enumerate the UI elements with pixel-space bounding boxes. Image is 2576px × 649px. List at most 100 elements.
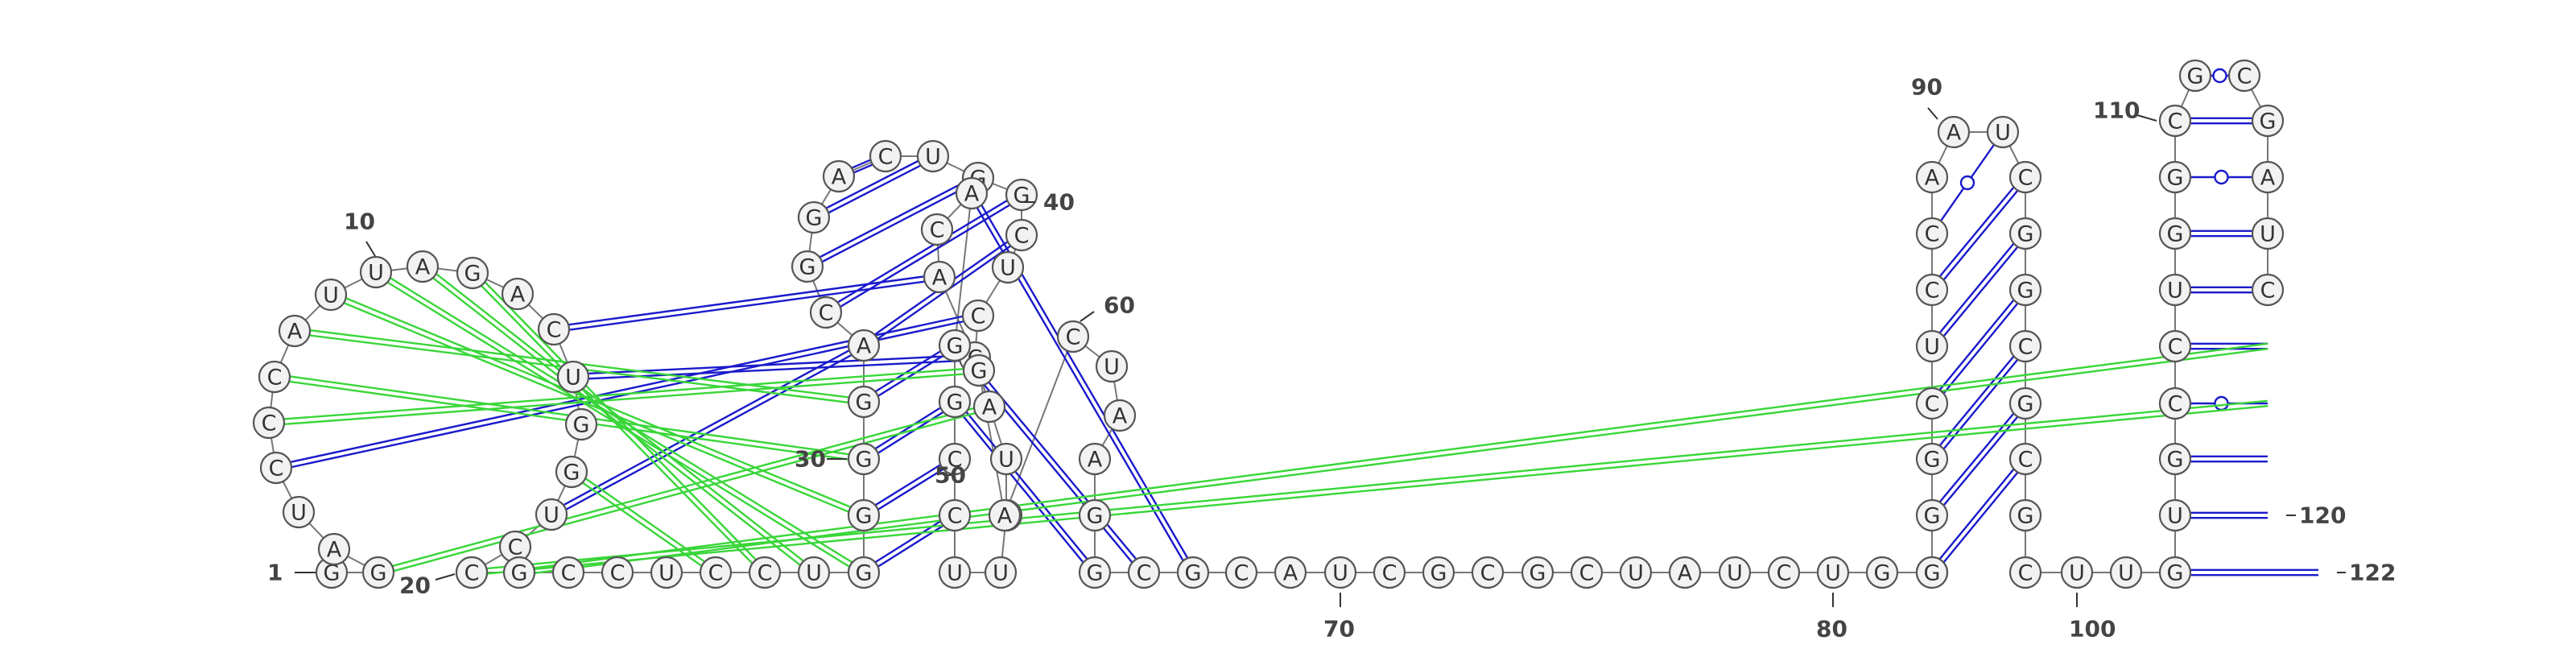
nucleotide: G <box>2010 500 2041 531</box>
nucleotide: C <box>553 557 584 588</box>
nucleotide: G <box>2252 105 2283 136</box>
nucleotide-letter: C <box>1777 561 1792 586</box>
nucleotide-letter: U <box>1727 561 1743 586</box>
nucleotide: G <box>2160 557 2190 588</box>
nucleotide-letter: U <box>2167 279 2183 304</box>
position-label: 122 <box>2349 560 2396 586</box>
nucleotide-letter: G <box>1087 561 1104 586</box>
nucleotide: G <box>566 409 597 440</box>
nucleotide: G <box>2160 444 2190 474</box>
nucleotide-letter: C <box>1014 224 1030 249</box>
nucleotide-letter: C <box>878 145 894 170</box>
nucleotide-letter: C <box>2168 335 2183 360</box>
nucleotide: C <box>2160 331 2190 362</box>
nucleotide: U <box>991 444 1022 474</box>
nucleotide-letter: U <box>1104 355 1120 380</box>
nucleotide: U <box>361 257 391 287</box>
nucleotide: A <box>2252 162 2283 192</box>
nucleotide: C <box>749 557 780 588</box>
canonical-pair <box>828 197 1023 315</box>
nucleotide-letter: G <box>947 391 964 415</box>
position-label: 40 <box>1043 189 1075 216</box>
nucleotide: C <box>539 314 569 345</box>
nucleotide: G <box>504 557 535 588</box>
nucleotide-letter: C <box>610 561 625 586</box>
nucleotide: G <box>1867 557 1897 588</box>
backbone-segment <box>1005 337 1073 515</box>
nucleotide-letter: G <box>573 413 590 438</box>
nucleotide-letter: U <box>925 145 941 170</box>
nucleotide: C <box>1374 557 1405 588</box>
nucleotide-letter: A <box>932 266 947 291</box>
nucleotide-letter: G <box>2167 222 2184 247</box>
nucleotide-letter: A <box>1113 404 1128 429</box>
nucleotide: U <box>558 362 588 392</box>
nucleotide: G <box>1522 557 1553 588</box>
nucleotide-letter: C <box>2260 279 2276 304</box>
nucleotide: C <box>259 362 290 392</box>
nucleotide-letter: C <box>2168 110 2183 134</box>
nucleotide: C <box>1226 557 1257 588</box>
nucleotide-letter: C <box>971 304 986 329</box>
nucleotide: A <box>1104 400 1135 431</box>
nucleotide-letter: U <box>993 561 1009 586</box>
pseudoknot-pair <box>424 264 815 570</box>
nucleotide: C <box>456 557 487 588</box>
nucleotide: A <box>279 316 310 346</box>
nucleotide-letter: G <box>2167 166 2184 191</box>
nucleotide-letter: A <box>964 182 980 207</box>
nucleotide-letter: U <box>291 501 307 526</box>
nucleotide: C <box>700 557 731 588</box>
nucleotide-letter: C <box>2018 448 2033 473</box>
nucleotide-letter: U <box>368 261 384 286</box>
nucleotide-letter: C <box>1382 561 1397 586</box>
nucleotide-letter: U <box>543 503 559 528</box>
position-tick <box>366 242 375 256</box>
nucleotide-letter: C <box>819 301 834 326</box>
nucleotide-letter: C <box>930 218 945 243</box>
nucleotide: G <box>2010 218 2041 249</box>
nucleotide: G <box>848 557 879 588</box>
position-tick <box>1080 312 1094 321</box>
nucleotide-letter: G <box>1924 504 1941 529</box>
nucleotide: G <box>2160 162 2190 192</box>
nucleotide-letter: G <box>2017 222 2034 247</box>
nucleotide-letter: G <box>856 561 873 586</box>
nucleotide-letter: C <box>1925 392 1940 417</box>
nucleotide: A <box>1275 557 1306 588</box>
wobble-pair-marker <box>2214 69 2227 82</box>
nucleotide-letter: G <box>856 391 873 415</box>
nucleotide-letter: G <box>1924 448 1941 473</box>
nucleotide: A <box>974 391 1005 422</box>
nucleotide-letter: A <box>857 334 872 359</box>
nucleotide: G <box>363 557 394 588</box>
nucleotide-letter: C <box>2018 335 2033 360</box>
nucleotide-letter: G <box>856 504 873 529</box>
nucleotide-letter: C <box>758 561 773 586</box>
nucleotide: A <box>407 251 438 282</box>
nucleotide: U <box>1096 351 1127 382</box>
pseudoknot-pair <box>474 271 766 571</box>
pseudoknot-pair <box>519 344 2268 570</box>
pseudoknot-pair <box>573 469 717 570</box>
nucleotide: A <box>924 262 955 292</box>
nucleotide-letter: A <box>1925 166 1940 191</box>
wobble-pair-marker <box>2215 171 2228 184</box>
nucleotide: C <box>1769 557 1799 588</box>
nucleotide: U <box>939 557 970 588</box>
nucleotide: U <box>1325 557 1356 588</box>
nucleotide: C <box>2160 105 2190 136</box>
nucleotide-letter: A <box>1283 561 1298 586</box>
nucleotide: G <box>2010 388 2041 419</box>
nucleotide: G <box>1006 180 1037 210</box>
pseudoknot-pair <box>330 297 863 518</box>
nucleotide-letter: C <box>464 561 480 586</box>
nucleotide: C <box>1058 321 1088 352</box>
nucleotide-letter: U <box>998 448 1014 473</box>
nucleotide-letter: A <box>2260 166 2276 191</box>
nucleotide-letter: C <box>1234 561 1249 586</box>
nucleotide-letter: A <box>1946 121 1962 146</box>
nucleotide: A <box>319 534 349 564</box>
position-label: 20 <box>399 573 431 599</box>
